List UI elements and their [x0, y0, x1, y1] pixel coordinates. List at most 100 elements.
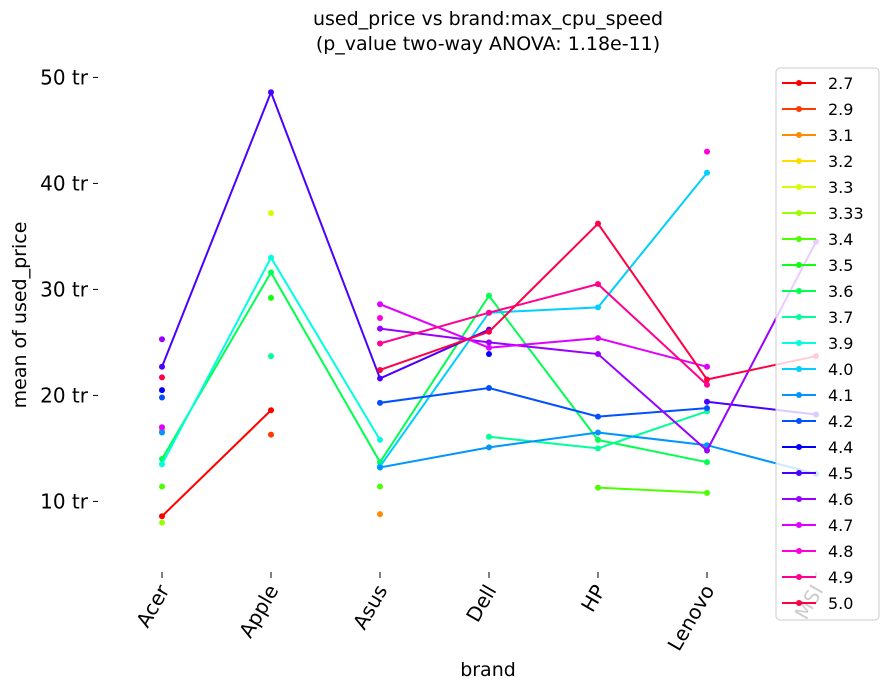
data-point [268, 89, 274, 96]
data-point [377, 375, 383, 382]
legend-label: 3.1 [828, 126, 853, 145]
series-4.4 [159, 351, 492, 394]
data-point [159, 513, 165, 520]
data-point [159, 336, 165, 343]
data-point [595, 436, 601, 443]
data-point [159, 374, 165, 381]
data-point [595, 445, 601, 452]
series-line [379, 282, 708, 386]
legend-label: 3.2 [828, 152, 853, 171]
legend-item: 3.9 [782, 334, 853, 353]
legend-label: 4.6 [828, 490, 853, 509]
y-tick-label: 50 tr [40, 65, 89, 89]
legend-item: 3.33 [782, 204, 864, 223]
legend-marker [796, 600, 802, 606]
data-point [159, 429, 165, 436]
legend-marker [796, 132, 802, 138]
chart-title-line1: used_price vs brand:max_cpu_speed [313, 8, 663, 30]
series-3.1 [159, 427, 383, 518]
y-tick-label: 30 tr [40, 277, 89, 301]
series-3.6 [159, 269, 710, 466]
y-axis: 10 tr 20 tr 30 tr 40 tr 50 tr [40, 65, 98, 513]
legend-label: 4.7 [828, 516, 853, 535]
data-point [595, 429, 601, 436]
legend-marker [796, 496, 802, 502]
series-3.3 [268, 210, 274, 217]
chart-title-line2: (p_value two-way ANOVA: 1.18e-11) [316, 33, 660, 55]
legend-item: 4.4 [782, 438, 853, 457]
series-line [597, 486, 708, 494]
series-5.0 [159, 220, 819, 383]
y-tick-label: 40 tr [40, 171, 89, 195]
legend: 2.7 2.9 3.1 3.2 3.3 3.33 3.4 3.5 3.6 3.7 3.9 4.0 4.1… [775, 67, 880, 621]
data-point [486, 309, 492, 316]
data-point [704, 363, 710, 370]
series-3.4 [159, 483, 710, 496]
legend-item: 4.0 [782, 360, 853, 379]
x-tick-label: Apple [234, 581, 283, 642]
data-point [486, 344, 492, 351]
x-tick-label: Asus [348, 581, 392, 634]
legend-label: 3.3 [828, 178, 853, 197]
data-point [704, 381, 710, 388]
legend-box [775, 67, 880, 621]
legend-item: 3.5 [782, 256, 853, 275]
data-point [377, 436, 383, 443]
data-point [377, 464, 383, 471]
series-3.33 [159, 519, 165, 526]
series-line [161, 409, 272, 517]
legend-item: 4.8 [782, 542, 853, 561]
legend-label: 4.8 [828, 542, 853, 561]
series-2.7 [159, 407, 274, 520]
data-point [486, 351, 492, 358]
data-point [377, 366, 383, 373]
data-point [377, 483, 383, 490]
data-point [159, 424, 165, 431]
legend-marker [796, 106, 802, 112]
data-point [595, 351, 601, 358]
data-point [377, 315, 383, 322]
data-point [595, 335, 601, 342]
legend-label: 3.4 [828, 230, 853, 249]
legend-item: 3.7 [782, 308, 853, 327]
series-4.5 [159, 89, 819, 418]
data-point [159, 483, 165, 490]
series-line [161, 89, 490, 380]
data-point [268, 431, 274, 438]
data-point [704, 447, 710, 454]
x-tick-label: Lenovo [662, 581, 719, 655]
series-4.2 [159, 384, 710, 420]
legend-label: 5.0 [828, 594, 853, 613]
data-point [268, 294, 274, 301]
legend-marker [796, 366, 802, 372]
legend-label: 3.33 [828, 204, 864, 223]
legend-label: 4.9 [828, 568, 853, 587]
data-point [159, 461, 165, 468]
legend-item: 4.7 [782, 516, 853, 535]
legend-marker [796, 80, 802, 86]
data-point [268, 210, 274, 217]
data-point [268, 353, 274, 360]
legend-item: 3.6 [782, 282, 853, 301]
legend-label: 3.5 [828, 256, 853, 275]
data-point [377, 399, 383, 406]
legend-item: 4.1 [782, 386, 853, 405]
legend-label: 2.9 [828, 100, 853, 119]
y-axis-label: mean of used_price [9, 222, 31, 409]
x-tick-label: HP [576, 581, 610, 616]
legend-item: 2.7 [782, 74, 853, 93]
data-point [377, 511, 383, 518]
series-4.6 [159, 238, 819, 454]
data-point [704, 398, 710, 405]
data-point [377, 301, 383, 308]
data-point [486, 292, 492, 299]
legend-label: 2.7 [828, 74, 853, 93]
x-axis-label: brand [460, 659, 516, 681]
legend-item: 4.6 [782, 490, 853, 509]
legend-item: 4.9 [782, 568, 853, 587]
legend-label: 4.1 [828, 386, 853, 405]
data-point [704, 148, 710, 155]
legend-marker [796, 288, 802, 294]
data-point [486, 328, 492, 335]
